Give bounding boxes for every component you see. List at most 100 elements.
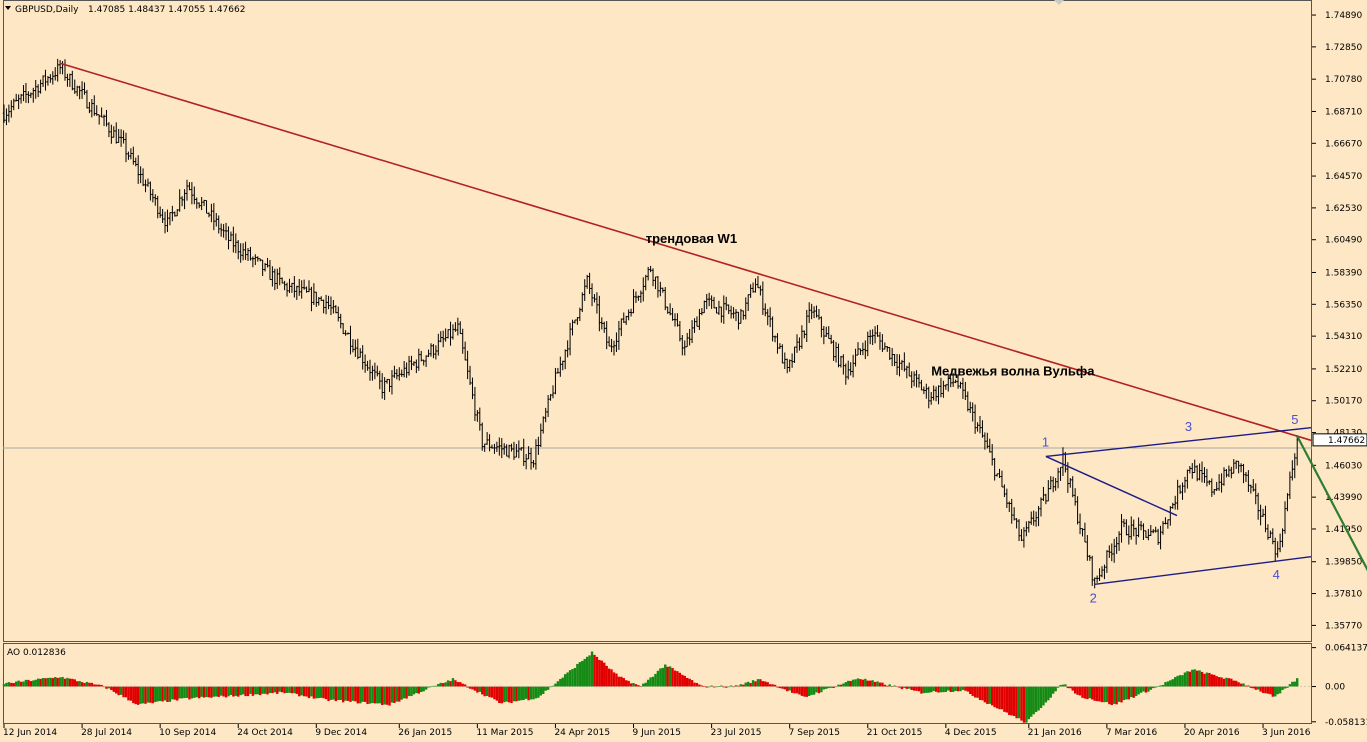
ohlc-bar xyxy=(78,85,81,100)
ao-bar xyxy=(673,670,677,687)
ohlc-bar xyxy=(456,317,460,336)
ao-bar xyxy=(1125,686,1128,700)
ohlc-bar xyxy=(339,313,342,329)
ao-bar xyxy=(639,685,643,687)
ao-bar xyxy=(878,682,882,687)
ohlc-bar xyxy=(578,307,582,322)
ohlc-bar xyxy=(861,342,865,356)
time-axis: 12 Jun 2014 28 Jul 2014 10 Sep 2014 24 Oct … xyxy=(3,724,1311,738)
ao-bar xyxy=(542,686,545,694)
dropdown-caret-icon[interactable] xyxy=(5,6,11,10)
ohlc-bar xyxy=(593,294,596,303)
ao-bar xyxy=(354,686,357,702)
ao-bar xyxy=(415,686,418,694)
ao-bar xyxy=(1022,686,1026,723)
ao-bar xyxy=(473,686,477,691)
ao-bar xyxy=(149,686,152,703)
ao-bar xyxy=(1269,686,1272,695)
ohlc-bar xyxy=(1027,520,1030,533)
ohlc-bar xyxy=(283,280,286,291)
ao-bar xyxy=(732,686,735,688)
ohlc-bar xyxy=(266,257,269,268)
ao-bar xyxy=(803,686,806,697)
ohlc-bar xyxy=(851,354,855,378)
ohlc-bar xyxy=(1264,505,1267,533)
ao-bar xyxy=(327,686,330,702)
ao-bar xyxy=(154,686,157,703)
ao-bar xyxy=(112,686,115,692)
ohlc-bar xyxy=(632,289,635,314)
ohlc-bar xyxy=(727,304,730,315)
ao-bar xyxy=(564,674,567,687)
wolfe-point-label: 3 xyxy=(1185,419,1192,434)
ao-bar xyxy=(544,686,547,691)
ao-bar xyxy=(271,686,274,694)
ohlc-bar xyxy=(112,126,115,138)
ao-bar xyxy=(420,686,423,693)
ohlc-bar xyxy=(1188,466,1192,474)
ao-bar xyxy=(1108,686,1111,705)
ao-bar xyxy=(344,686,347,701)
ohlc-bar xyxy=(507,444,511,459)
ohlc-bar xyxy=(773,335,777,343)
ohlc-bar xyxy=(488,434,491,452)
ao-bar xyxy=(1012,686,1016,716)
ao-bar xyxy=(873,681,877,687)
ohlc-bar xyxy=(810,303,813,320)
ao-bar xyxy=(295,686,298,694)
ao-bar xyxy=(478,686,481,692)
ao-bar xyxy=(337,686,340,701)
ohlc-bar xyxy=(939,377,943,398)
ao-bar xyxy=(529,686,533,700)
ohlc-bar xyxy=(444,328,447,342)
ohlc-bar xyxy=(261,259,264,276)
ohlc-bar xyxy=(393,365,396,378)
window-caret-icon[interactable] xyxy=(1054,0,1064,5)
ohlc-bar xyxy=(322,299,325,314)
ohlc-bar xyxy=(1220,473,1223,493)
ohlc-bar xyxy=(1115,536,1118,554)
ohlc-bar xyxy=(739,308,743,324)
ao-bar xyxy=(1054,686,1057,692)
ohlc-bar xyxy=(583,279,586,302)
trendline-w1 xyxy=(59,62,1312,442)
ao-bar xyxy=(1049,686,1052,698)
ao-bar xyxy=(932,686,935,692)
ao-bar xyxy=(32,680,35,687)
price-tick-label: 1.35770 xyxy=(1325,621,1362,631)
ao-bar xyxy=(402,686,406,699)
ao-bar xyxy=(1278,686,1282,694)
ohlc-bar xyxy=(1100,566,1104,578)
ao-bar xyxy=(883,684,887,687)
ao-bar xyxy=(493,686,496,700)
price-tick-label: 1.60490 xyxy=(1325,236,1362,246)
ao-bar xyxy=(173,686,176,700)
ohlc-bar xyxy=(625,315,628,325)
ao-bar xyxy=(761,681,765,687)
ohlc-bar xyxy=(756,275,760,289)
ohlc-bar xyxy=(17,94,20,110)
ohlc-bar xyxy=(873,326,877,344)
ohlc-bar xyxy=(361,345,364,370)
ao-bar xyxy=(363,686,367,702)
ohlc-bar xyxy=(900,359,904,371)
ao-histogram xyxy=(2,651,1311,723)
ao-bar xyxy=(1171,679,1174,687)
ohlc-bar xyxy=(24,82,28,103)
ao-bar xyxy=(815,686,818,693)
ohlc-bar xyxy=(122,130,125,144)
ao-bar xyxy=(1152,686,1155,689)
ao-bar xyxy=(500,686,503,704)
ohlc-bar xyxy=(100,107,103,118)
ohlc-bar xyxy=(815,305,818,318)
ohlc-bar xyxy=(837,343,840,368)
ao-bar xyxy=(522,686,525,700)
ao-bar xyxy=(124,686,128,698)
ao-tick-label: 0.064137 xyxy=(1325,644,1367,654)
ao-bar xyxy=(12,683,15,687)
ao-bar xyxy=(378,686,381,704)
ao-bar xyxy=(373,686,377,704)
time-tick-label: 10 Sep 2014 xyxy=(159,728,216,738)
ao-bar xyxy=(991,686,994,706)
